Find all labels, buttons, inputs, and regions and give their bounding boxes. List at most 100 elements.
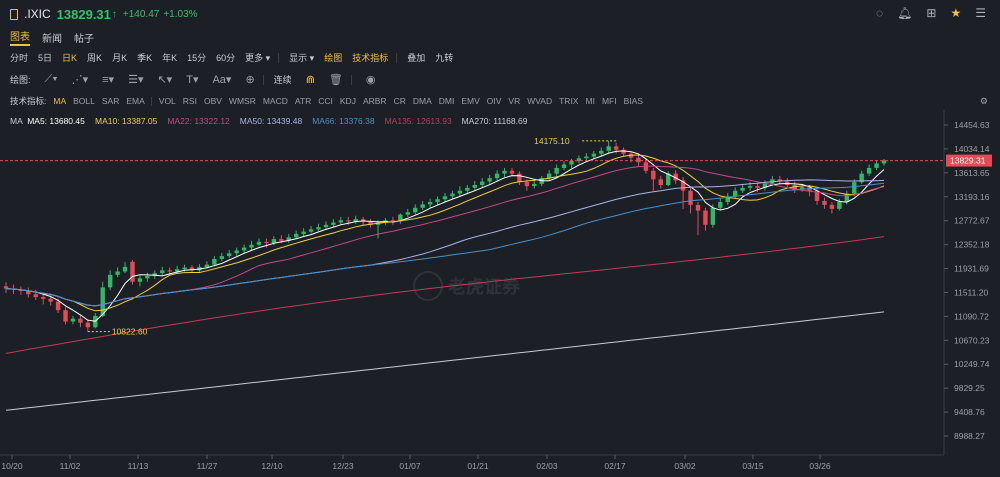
toolbar-option-3[interactable]: 叠加 (407, 53, 426, 63)
candle-body (107, 274, 113, 288)
indicator-ema[interactable]: EMA (126, 96, 145, 106)
channel-tool-icon[interactable]: ≡▾ (102, 74, 115, 86)
divider (396, 52, 398, 63)
candle-body (63, 310, 68, 322)
line-tool-icon[interactable]: ⟋▾ (44, 73, 58, 85)
y-tick-label: 9829.25 (954, 383, 985, 393)
indicator-kdj[interactable]: KDJ (339, 96, 356, 106)
arrow-tool-icon[interactable]: ↖▾ (157, 74, 173, 86)
ma-legend-0: MA (10, 116, 23, 126)
indicator-ma[interactable]: MA (53, 96, 67, 106)
period-2[interactable]: 日K (62, 53, 78, 63)
indicator-atr[interactable]: ATR (294, 96, 312, 106)
star-icon[interactable]: ★ (950, 6, 962, 20)
period-3[interactable]: 周K (87, 53, 103, 63)
indicator-arbr[interactable]: ARBR (362, 96, 387, 106)
bell-icon[interactable]: 🔔︎ (897, 6, 913, 20)
eye-icon[interactable]: ◉ (365, 74, 376, 86)
period-7[interactable]: 15分 (187, 53, 207, 63)
indicator-boll[interactable]: BOLL (73, 96, 95, 106)
divider (150, 96, 152, 106)
ma270-line (5, 311, 885, 411)
candle-body (465, 187, 470, 191)
y-tick-label: 11511.20 (954, 287, 988, 297)
toolbar-option-1[interactable]: 绘图 (324, 53, 343, 63)
grid-icon[interactable]: ⊞ (926, 6, 937, 20)
indicator-sar[interactable]: SAR (101, 96, 120, 106)
indicator-settings-icon[interactable]: ⚙ (979, 95, 988, 106)
indicator-emv[interactable]: EMV (461, 96, 480, 106)
indicator-trix[interactable]: TRIX (559, 96, 579, 106)
period-9[interactable]: 更多 ▾ (245, 53, 271, 63)
ma5-line (5, 150, 885, 322)
indicator-dma[interactable]: DMA (412, 96, 432, 106)
candle-body (718, 202, 723, 208)
polyline-tool-icon[interactable]: ⋰▾ (71, 74, 89, 86)
candle-body (338, 220, 344, 223)
indicator-mfi[interactable]: MFI (601, 96, 617, 106)
candle-body (777, 179, 783, 182)
period-0[interactable]: 分时 (10, 53, 29, 63)
indicator-vol[interactable]: VOL (158, 96, 176, 106)
toolbar-option-2[interactable]: 技术指标 (352, 53, 389, 63)
candle-body (688, 190, 693, 205)
period-4[interactable]: 月K (112, 53, 128, 63)
fib-tool-icon[interactable]: ☰▾ (128, 74, 144, 86)
trash-icon[interactable]: 🗑︎ (328, 74, 343, 86)
candle-body (613, 146, 619, 150)
tab-0[interactable]: 图表 (10, 28, 30, 46)
candle-body (413, 207, 418, 213)
candle-body (494, 173, 500, 179)
indicator-vr[interactable]: VR (508, 96, 521, 106)
last-price-tag (946, 154, 992, 167)
continuous-draw-toggle[interactable]: 连续 (273, 75, 292, 85)
candle-body (360, 219, 366, 222)
magnet-icon[interactable]: ⋒ (305, 74, 315, 86)
indicator-wmsr[interactable]: WMSR (228, 96, 256, 106)
indicator-obv[interactable]: OBV (203, 96, 222, 106)
indicator-cr[interactable]: CR (393, 96, 406, 106)
toolbar-option-4[interactable]: 九转 (435, 53, 454, 63)
toolbar-option-0[interactable]: 显示 ▾ (289, 53, 315, 63)
candle-body (517, 173, 522, 183)
zoom-icon[interactable]: ⊕ (245, 74, 255, 86)
list-icon[interactable]: ☰ (975, 6, 986, 20)
candle-body (279, 239, 284, 241)
text-tool-icon[interactable]: T▾ (186, 74, 199, 86)
candle-body (450, 193, 455, 197)
tab-2[interactable]: 帖子 (74, 33, 94, 45)
indicator-bias[interactable]: BIAS (623, 96, 643, 106)
candle-body (874, 163, 879, 168)
settings-icon[interactable]: ◌ (876, 6, 884, 20)
candle-body (85, 322, 91, 328)
candle-body (33, 294, 38, 298)
candle-body (740, 187, 745, 191)
candle-body (26, 290, 31, 295)
candle-body (70, 318, 76, 322)
font-tool-icon[interactable]: Aa▾ (212, 74, 232, 86)
candle-body (137, 278, 143, 282)
indicator-dmi[interactable]: DMI (438, 96, 455, 106)
indicator-wvad[interactable]: WVAD (527, 96, 553, 106)
indicator-mi[interactable]: MI (585, 96, 595, 106)
tab-bar: 图表 新闻 帖子 (0, 28, 1000, 46)
price-change: +140.47 (122, 8, 160, 20)
y-tick-label: 14454.63 (954, 120, 990, 130)
y-tick-label: 8988.27 (954, 431, 985, 441)
period-6[interactable]: 年K (162, 53, 178, 63)
indicator-macd[interactable]: MACD (262, 96, 288, 106)
price-chart[interactable]: 14454.63 14034.14 13613.65 13193.16 12772.67… (0, 110, 1000, 477)
candle-body (390, 220, 396, 222)
candle-body (249, 244, 254, 248)
period-8[interactable]: 60分 (216, 53, 236, 63)
period-1[interactable]: 5日 (38, 53, 53, 63)
candle-body (204, 264, 210, 267)
indicator-cci[interactable]: CCI (318, 96, 333, 106)
indicator-rsi[interactable]: RSI (182, 96, 197, 106)
period-5[interactable]: 季K (137, 53, 153, 63)
tab-1[interactable]: 新闻 (42, 33, 62, 45)
indicator-oiv[interactable]: OIV (486, 96, 502, 106)
candle-body (532, 183, 537, 187)
y-tick-label: 12352.18 (954, 240, 990, 250)
candle-body (234, 250, 239, 254)
